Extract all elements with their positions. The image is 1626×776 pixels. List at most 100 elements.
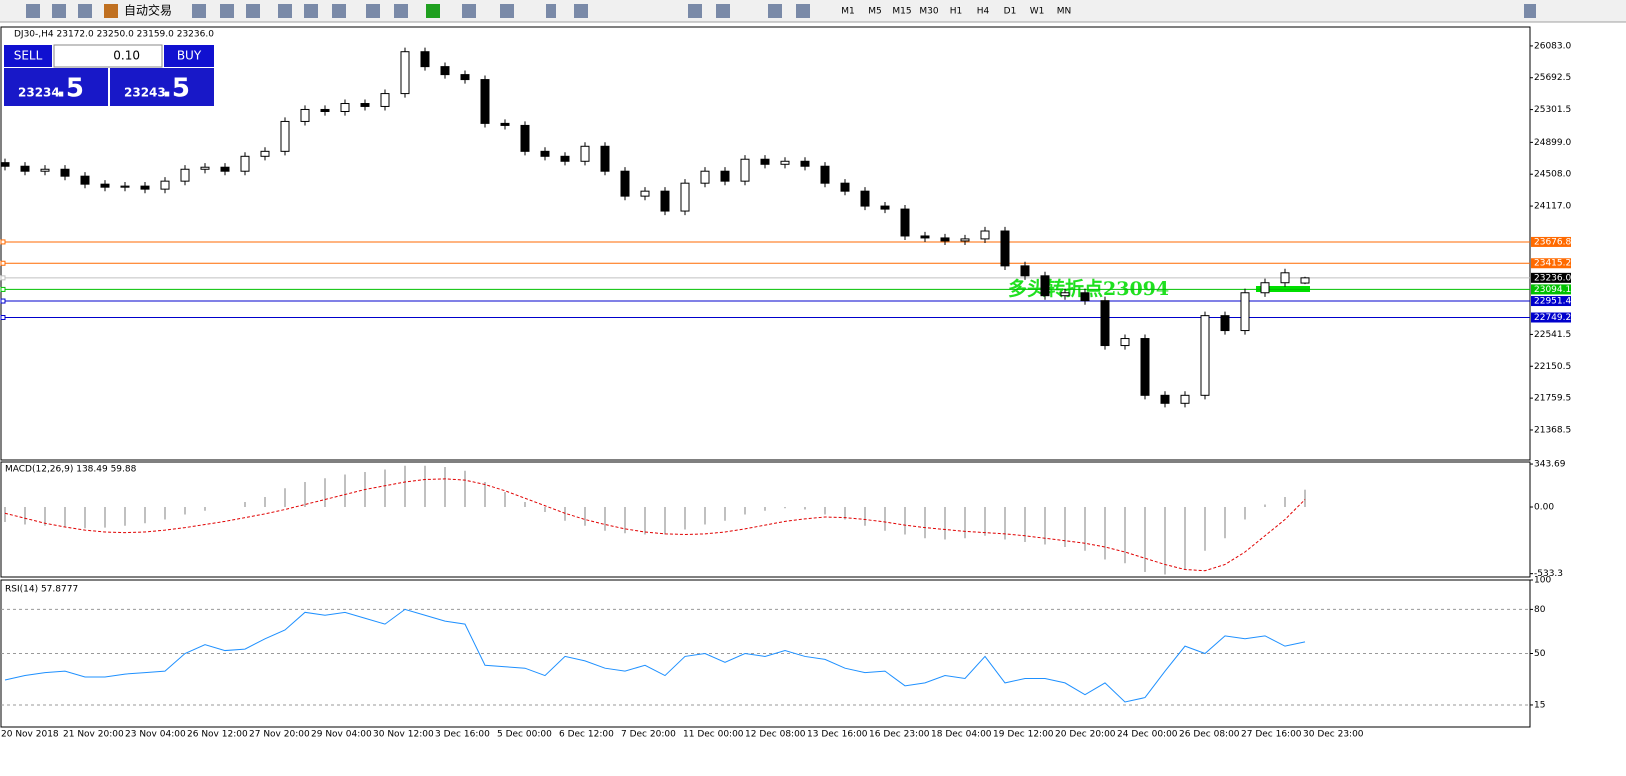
candle-body bbox=[920, 235, 930, 239]
candle-body bbox=[1180, 394, 1190, 404]
time-label: 26 Nov 12:00 bbox=[187, 730, 248, 740]
search-icon[interactable] bbox=[1524, 4, 1536, 18]
sell-label[interactable]: SELL bbox=[14, 49, 43, 63]
bid-box[interactable] bbox=[4, 68, 108, 106]
time-label: 16 Dec 23:00 bbox=[869, 730, 930, 740]
lot-value[interactable]: 0.10 bbox=[113, 49, 140, 63]
candle-body bbox=[260, 150, 270, 157]
candle-body bbox=[380, 93, 390, 107]
candle-body bbox=[140, 185, 150, 190]
ask-box[interactable] bbox=[110, 68, 214, 106]
candle-body bbox=[1160, 394, 1170, 404]
icon[interactable] bbox=[52, 4, 66, 18]
candle-body bbox=[400, 51, 410, 95]
auto-trade[interactable]: 自动交易 bbox=[124, 3, 172, 18]
candle-body bbox=[900, 208, 910, 237]
level-tag bbox=[1531, 284, 1571, 295]
candle-body bbox=[440, 66, 450, 76]
period-button[interactable]: H4 bbox=[977, 7, 990, 17]
level-label: 22749.2 bbox=[1534, 313, 1571, 323]
time-label: 20 Nov 2018 bbox=[1, 730, 59, 740]
period-button[interactable]: W1 bbox=[1030, 7, 1045, 17]
trade-panel: SELL 0.10 BUY 23234 .5 23243 .5 bbox=[4, 44, 214, 106]
level-label: 23236.0 bbox=[1534, 273, 1571, 283]
period-button[interactable]: MN bbox=[1057, 7, 1072, 17]
candle-body bbox=[0, 162, 10, 167]
icon[interactable] bbox=[304, 4, 318, 18]
period-button[interactable]: M5 bbox=[868, 7, 882, 17]
time-label: 20 Dec 20:00 bbox=[1055, 730, 1116, 740]
level-handle bbox=[0, 275, 6, 281]
period-button[interactable]: D1 bbox=[1004, 7, 1017, 17]
buy-label[interactable]: BUY bbox=[177, 49, 202, 63]
icon[interactable] bbox=[332, 4, 346, 18]
period-button[interactable]: M1 bbox=[841, 7, 855, 17]
level-handle bbox=[0, 315, 6, 321]
candle-body bbox=[1280, 272, 1290, 284]
candle-body bbox=[80, 175, 90, 185]
icon[interactable] bbox=[366, 4, 380, 18]
level-handle bbox=[0, 298, 6, 304]
icon[interactable] bbox=[26, 4, 40, 18]
icon[interactable] bbox=[688, 4, 702, 18]
icon[interactable] bbox=[796, 4, 810, 18]
icon[interactable] bbox=[192, 4, 206, 18]
toolbar bbox=[0, 0, 1626, 22]
icon[interactable] bbox=[574, 4, 588, 18]
lot-input[interactable] bbox=[53, 44, 163, 68]
candle-body bbox=[1120, 338, 1130, 347]
y-tick-label: 21368.5 bbox=[1534, 425, 1571, 435]
icon[interactable] bbox=[278, 4, 292, 18]
time-label: 21 Nov 20:00 bbox=[63, 730, 124, 740]
candle-body bbox=[460, 74, 470, 81]
period-button[interactable]: H1 bbox=[950, 7, 963, 17]
bid-frac: .5 bbox=[56, 74, 84, 104]
time-label: 26 Dec 08:00 bbox=[1179, 730, 1240, 740]
candle-body bbox=[220, 166, 230, 172]
symbol-header: DJ30-,H4 23172.0 23250.0 23159.0 23236.0 bbox=[14, 30, 214, 40]
time-label: 13 Dec 16:00 bbox=[807, 730, 868, 740]
level-handle bbox=[0, 239, 6, 245]
level-tag bbox=[1531, 312, 1571, 323]
time-label: 11 Dec 00:00 bbox=[683, 730, 744, 740]
signal-line bbox=[4, 478, 1306, 572]
candle-body bbox=[1100, 300, 1110, 347]
icon[interactable] bbox=[500, 4, 514, 18]
sell-button[interactable] bbox=[4, 45, 52, 67]
buy-button[interactable] bbox=[164, 45, 214, 67]
candle-body bbox=[520, 124, 530, 152]
time-label: 5 Dec 00:00 bbox=[497, 730, 552, 740]
candle-body bbox=[1080, 292, 1090, 302]
icon[interactable] bbox=[768, 4, 782, 18]
candle-body bbox=[820, 165, 830, 184]
icon[interactable] bbox=[546, 4, 556, 18]
icon[interactable] bbox=[78, 4, 92, 18]
candle-body bbox=[580, 145, 590, 162]
candle-body bbox=[640, 190, 650, 197]
y-tick-label: 0.00 bbox=[1534, 503, 1554, 513]
period-button[interactable]: M30 bbox=[919, 7, 938, 17]
candle-body bbox=[940, 237, 950, 242]
period-button[interactable]: M15 bbox=[892, 7, 911, 17]
candle-body bbox=[600, 145, 610, 172]
macd-panel bbox=[0, 461, 1531, 578]
candle-body bbox=[1200, 315, 1210, 396]
icon[interactable] bbox=[716, 4, 730, 18]
icon[interactable] bbox=[246, 4, 260, 18]
icon[interactable] bbox=[426, 4, 440, 18]
main-panel bbox=[0, 26, 1531, 461]
rsi-title: RSI(14) 57.8777 bbox=[5, 585, 78, 595]
y-tick-label: 24117.0 bbox=[1534, 202, 1571, 212]
time-label: 30 Nov 12:00 bbox=[373, 730, 434, 740]
candle-body bbox=[1060, 292, 1070, 297]
y-tick-label: 50 bbox=[1534, 649, 1546, 659]
level-label: 23415.2 bbox=[1534, 259, 1571, 269]
candle-body bbox=[1000, 230, 1010, 267]
icon[interactable] bbox=[394, 4, 408, 18]
icon[interactable] bbox=[104, 4, 118, 18]
candle-body bbox=[780, 160, 790, 165]
icon[interactable] bbox=[220, 4, 234, 18]
icon[interactable] bbox=[462, 4, 476, 18]
candle-body bbox=[180, 168, 190, 182]
